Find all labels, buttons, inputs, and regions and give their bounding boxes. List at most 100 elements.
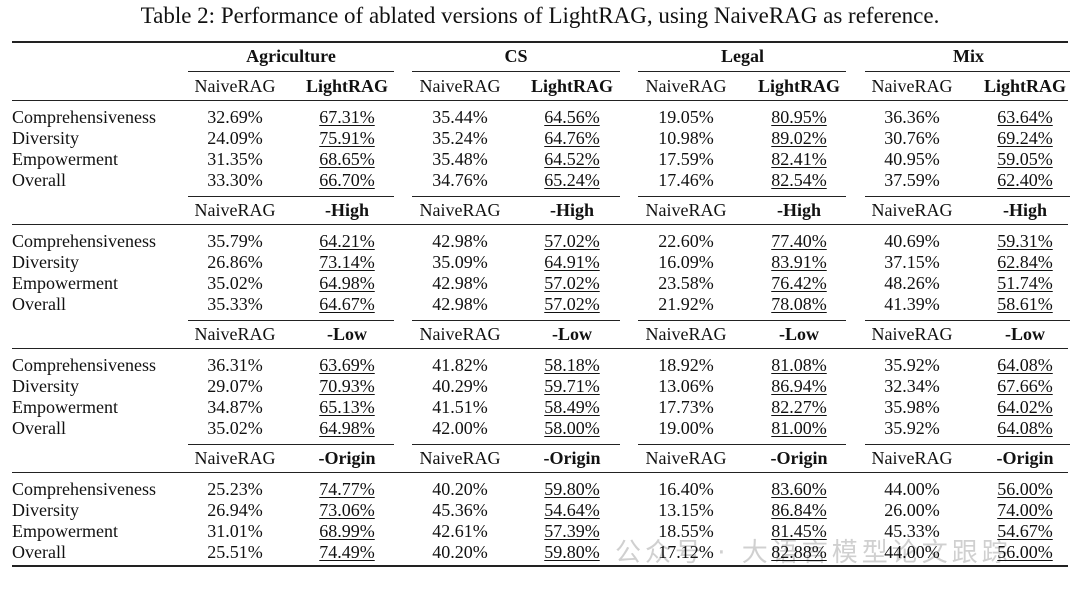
value-cell: 82.54% — [771, 170, 827, 190]
value-cell: 64.67% — [319, 294, 375, 314]
value-cell: 13.15% — [658, 500, 714, 520]
value-cell: 18.92% — [658, 355, 714, 375]
value-cell: 59.31% — [997, 231, 1053, 251]
baseline-header: NaiveRAG — [645, 448, 727, 468]
baseline-header: NaiveRAG — [194, 324, 276, 344]
value-cell: 62.84% — [997, 252, 1053, 272]
value-cell: 29.07% — [207, 376, 263, 396]
value-cell: 41.51% — [432, 397, 488, 417]
value-cell: 35.24% — [432, 128, 488, 148]
rule — [865, 196, 1070, 197]
caption: Table 2: Performance of ablated versions… — [140, 3, 940, 28]
value-cell: 33.30% — [207, 170, 263, 190]
value-cell: 59.80% — [544, 542, 600, 562]
value-cell: 64.52% — [544, 149, 600, 169]
value-cell: 64.98% — [319, 273, 375, 293]
rule — [638, 71, 846, 72]
value-cell: 40.95% — [884, 149, 940, 169]
value-cell: 41.82% — [432, 355, 488, 375]
value-cell: 30.76% — [884, 128, 940, 148]
value-cell: 66.70% — [319, 170, 375, 190]
value-cell: 16.09% — [658, 252, 714, 272]
metric-label: Empowerment — [12, 273, 118, 293]
value-cell: 19.00% — [658, 418, 714, 438]
value-cell: 59.80% — [544, 479, 600, 499]
value-cell: 40.20% — [432, 542, 488, 562]
variant-header: -High — [549, 200, 595, 220]
value-cell: 35.44% — [432, 107, 488, 127]
value-cell: 83.60% — [771, 479, 827, 499]
value-cell: 41.39% — [884, 294, 940, 314]
value-cell: 37.59% — [884, 170, 940, 190]
value-cell: 42.98% — [432, 273, 488, 293]
value-cell: 48.26% — [884, 273, 940, 293]
rule — [188, 71, 394, 72]
value-cell: 56.00% — [997, 479, 1053, 499]
value-cell: 35.09% — [432, 252, 488, 272]
variant-header: -Origin — [543, 448, 601, 468]
baseline-header: NaiveRAG — [871, 324, 953, 344]
value-cell: 37.15% — [884, 252, 940, 272]
baseline-header: NaiveRAG — [194, 200, 276, 220]
value-cell: 63.64% — [997, 107, 1053, 127]
value-cell: 74.49% — [319, 542, 375, 562]
value-cell: 81.08% — [771, 355, 827, 375]
value-cell: 35.02% — [207, 418, 263, 438]
baseline-header: NaiveRAG — [419, 448, 501, 468]
value-cell: 58.00% — [544, 418, 600, 438]
value-cell: 23.58% — [658, 273, 714, 293]
value-cell: 40.20% — [432, 479, 488, 499]
value-cell: 35.79% — [207, 231, 263, 251]
rule — [188, 196, 394, 197]
metric-label: Diversity — [12, 376, 79, 396]
variant-header: -Origin — [318, 448, 376, 468]
baseline-header: NaiveRAG — [871, 76, 953, 96]
value-cell: 35.48% — [432, 149, 488, 169]
value-cell: 32.34% — [884, 376, 940, 396]
value-cell: 58.61% — [997, 294, 1053, 314]
rule — [188, 444, 394, 445]
rule — [188, 320, 394, 321]
rule — [638, 320, 846, 321]
metric-label: Diversity — [12, 252, 79, 272]
value-cell: 34.87% — [207, 397, 263, 417]
value-cell: 45.33% — [884, 521, 940, 541]
value-cell: 64.08% — [997, 418, 1053, 438]
value-cell: 54.64% — [544, 500, 600, 520]
value-cell: 18.55% — [658, 521, 714, 541]
value-cell: 40.29% — [432, 376, 488, 396]
rule — [12, 224, 1068, 225]
value-cell: 73.14% — [319, 252, 375, 272]
value-cell: 25.51% — [207, 542, 263, 562]
value-cell: 70.93% — [319, 376, 375, 396]
value-cell: 40.69% — [884, 231, 940, 251]
value-cell: 89.02% — [771, 128, 827, 148]
value-cell: 13.06% — [658, 376, 714, 396]
value-cell: 68.99% — [319, 521, 375, 541]
baseline-header: NaiveRAG — [645, 76, 727, 96]
value-cell: 82.41% — [771, 149, 827, 169]
rule — [638, 196, 846, 197]
value-cell: 45.36% — [432, 500, 488, 520]
variant-header: -Low — [552, 324, 592, 344]
rule — [865, 444, 1070, 445]
value-cell: 65.13% — [319, 397, 375, 417]
baseline-header: NaiveRAG — [194, 448, 276, 468]
value-cell: 64.02% — [997, 397, 1053, 417]
value-cell: 74.00% — [997, 500, 1053, 520]
rule — [865, 320, 1070, 321]
value-cell: 10.98% — [658, 128, 714, 148]
variant-header: LightRAG — [530, 76, 614, 96]
value-cell: 62.40% — [997, 170, 1053, 190]
value-cell: 74.77% — [319, 479, 375, 499]
baseline-header: NaiveRAG — [645, 324, 727, 344]
baseline-header: NaiveRAG — [419, 200, 501, 220]
rule — [412, 71, 620, 72]
rule — [12, 100, 1068, 101]
domain-header: CS — [504, 46, 528, 66]
baseline-header: NaiveRAG — [645, 200, 727, 220]
metric-label: Overall — [12, 170, 66, 190]
value-cell: 69.24% — [997, 128, 1053, 148]
variant-header: -Low — [779, 324, 819, 344]
